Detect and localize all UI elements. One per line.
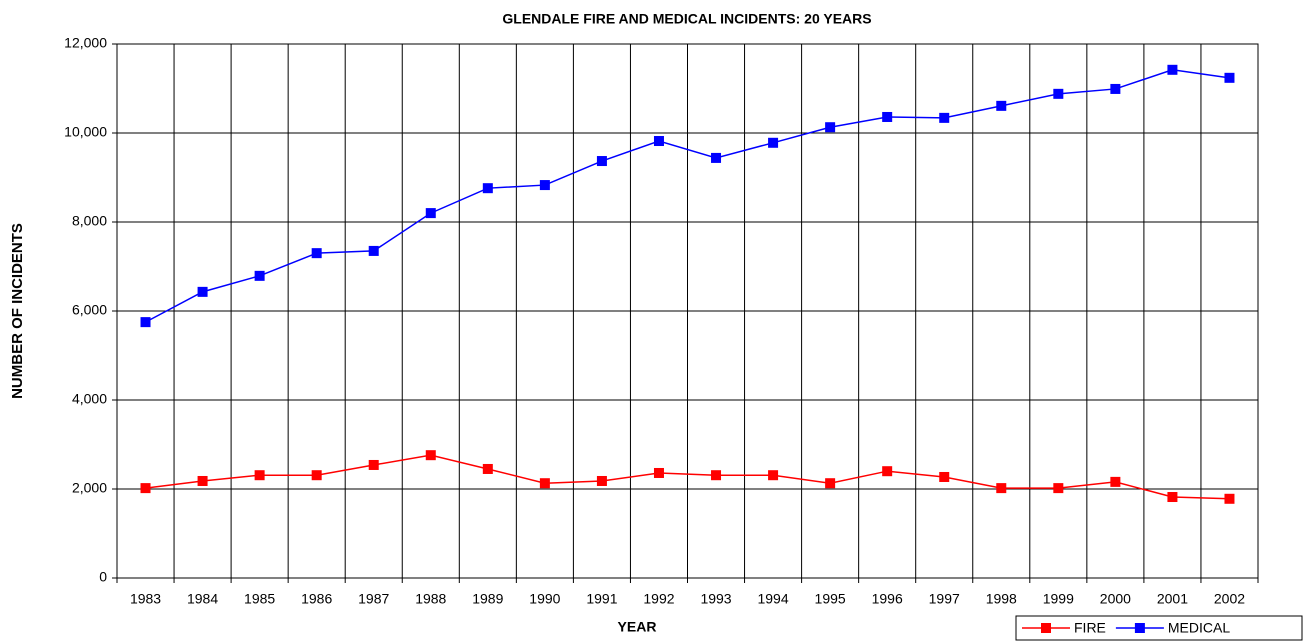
chart-title: GLENDALE FIRE AND MEDICAL INCIDENTS: 20 … <box>502 11 871 27</box>
plot-border <box>116 43 1259 579</box>
x-tick-label: 1997 <box>929 591 960 607</box>
x-tick-label: 1990 <box>529 591 560 607</box>
point-marker <box>768 137 779 148</box>
point-marker <box>197 475 208 486</box>
point-marker <box>1110 83 1121 94</box>
point-marker <box>996 100 1007 111</box>
point-marker <box>825 478 836 489</box>
x-tick-label: 1984 <box>187 591 218 607</box>
x-tick-label: 1992 <box>643 591 674 607</box>
point-marker <box>996 483 1007 494</box>
x-tick-label: 1993 <box>700 591 731 607</box>
point-marker <box>825 122 836 133</box>
point-marker <box>197 286 208 297</box>
point-marker <box>1224 72 1235 83</box>
x-tick-label: 1995 <box>815 591 846 607</box>
point-marker <box>1053 483 1064 494</box>
x-tick-label: 1991 <box>586 591 617 607</box>
point-marker <box>254 270 265 281</box>
x-tick-label: 1998 <box>986 591 1017 607</box>
legend-label: MEDICAL <box>1168 620 1230 636</box>
point-marker <box>882 466 893 477</box>
point-marker <box>768 470 779 481</box>
point-marker <box>482 463 493 474</box>
point-marker <box>1053 88 1064 99</box>
point-marker <box>1167 492 1178 503</box>
x-tick-label: 2001 <box>1157 591 1188 607</box>
point-marker <box>254 470 265 481</box>
point-marker <box>711 152 722 163</box>
y-axis-label: NUMBER OF INCIDENTS <box>9 223 26 399</box>
y-tick-label: 8,000 <box>72 213 107 229</box>
y-tick-label: 0 <box>99 569 107 585</box>
x-axis-label: YEAR <box>618 619 657 635</box>
legend-marker <box>1041 623 1051 633</box>
point-marker <box>311 470 322 481</box>
y-tick-label: 2,000 <box>72 480 107 496</box>
x-tick-label: 1988 <box>415 591 446 607</box>
y-tick-label: 6,000 <box>72 302 107 318</box>
point-marker <box>1224 493 1235 504</box>
x-tick-label: 2002 <box>1214 591 1245 607</box>
x-tick-label: 1985 <box>244 591 275 607</box>
point-marker <box>596 156 607 167</box>
x-tick-label: 1987 <box>358 591 389 607</box>
point-marker <box>425 208 436 219</box>
point-marker <box>482 183 493 194</box>
point-marker <box>368 245 379 256</box>
point-marker <box>140 483 151 494</box>
x-tick-label: 1994 <box>757 591 788 607</box>
y-tick-label: 12,000 <box>64 35 107 51</box>
point-marker <box>653 136 664 147</box>
point-marker <box>1110 476 1121 487</box>
point-marker <box>425 450 436 461</box>
point-marker <box>1167 64 1178 75</box>
point-marker <box>539 478 550 489</box>
x-tick-label: 1996 <box>872 591 903 607</box>
x-tick-label: 1986 <box>301 591 332 607</box>
point-marker <box>368 459 379 470</box>
y-tick-label: 10,000 <box>64 124 107 140</box>
point-marker <box>939 471 950 482</box>
x-tick-label: 1999 <box>1043 591 1074 607</box>
series-line <box>145 69 1230 323</box>
series-line <box>145 454 1230 500</box>
point-marker <box>653 467 664 478</box>
x-tick-label: 1989 <box>472 591 503 607</box>
point-marker <box>711 470 722 481</box>
x-tick-label: 2000 <box>1100 591 1131 607</box>
point-marker <box>939 112 950 123</box>
legend-marker <box>1134 623 1145 633</box>
point-marker <box>882 111 893 122</box>
x-tick-label: 1983 <box>130 591 161 607</box>
point-marker <box>140 317 151 328</box>
point-marker <box>311 248 322 259</box>
point-marker <box>596 475 607 486</box>
y-tick-label: 4,000 <box>72 391 107 407</box>
point-marker <box>539 180 550 191</box>
legend-label: FIRE <box>1074 620 1106 636</box>
